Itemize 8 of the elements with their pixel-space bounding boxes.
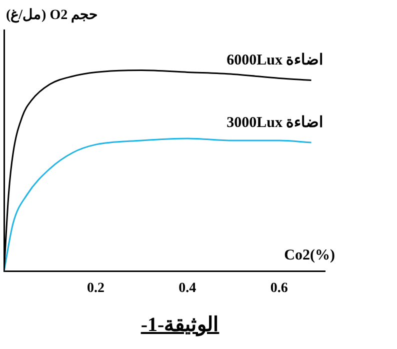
x-tick-label: 0.6 [270, 281, 288, 296]
series-label: اضاءة 3000Lux [226, 114, 324, 131]
y-axis-title: حجم O2 (مل/غ) [6, 7, 98, 24]
text: الوثيقة-1- [140, 313, 220, 337]
x-tick-label: 0.2 [86, 281, 104, 296]
x-axis-title: Co2(%) [284, 248, 335, 264]
x-tick-label: 0.4 [178, 281, 196, 296]
series-label: اضاءة 6000Lux [226, 52, 324, 69]
